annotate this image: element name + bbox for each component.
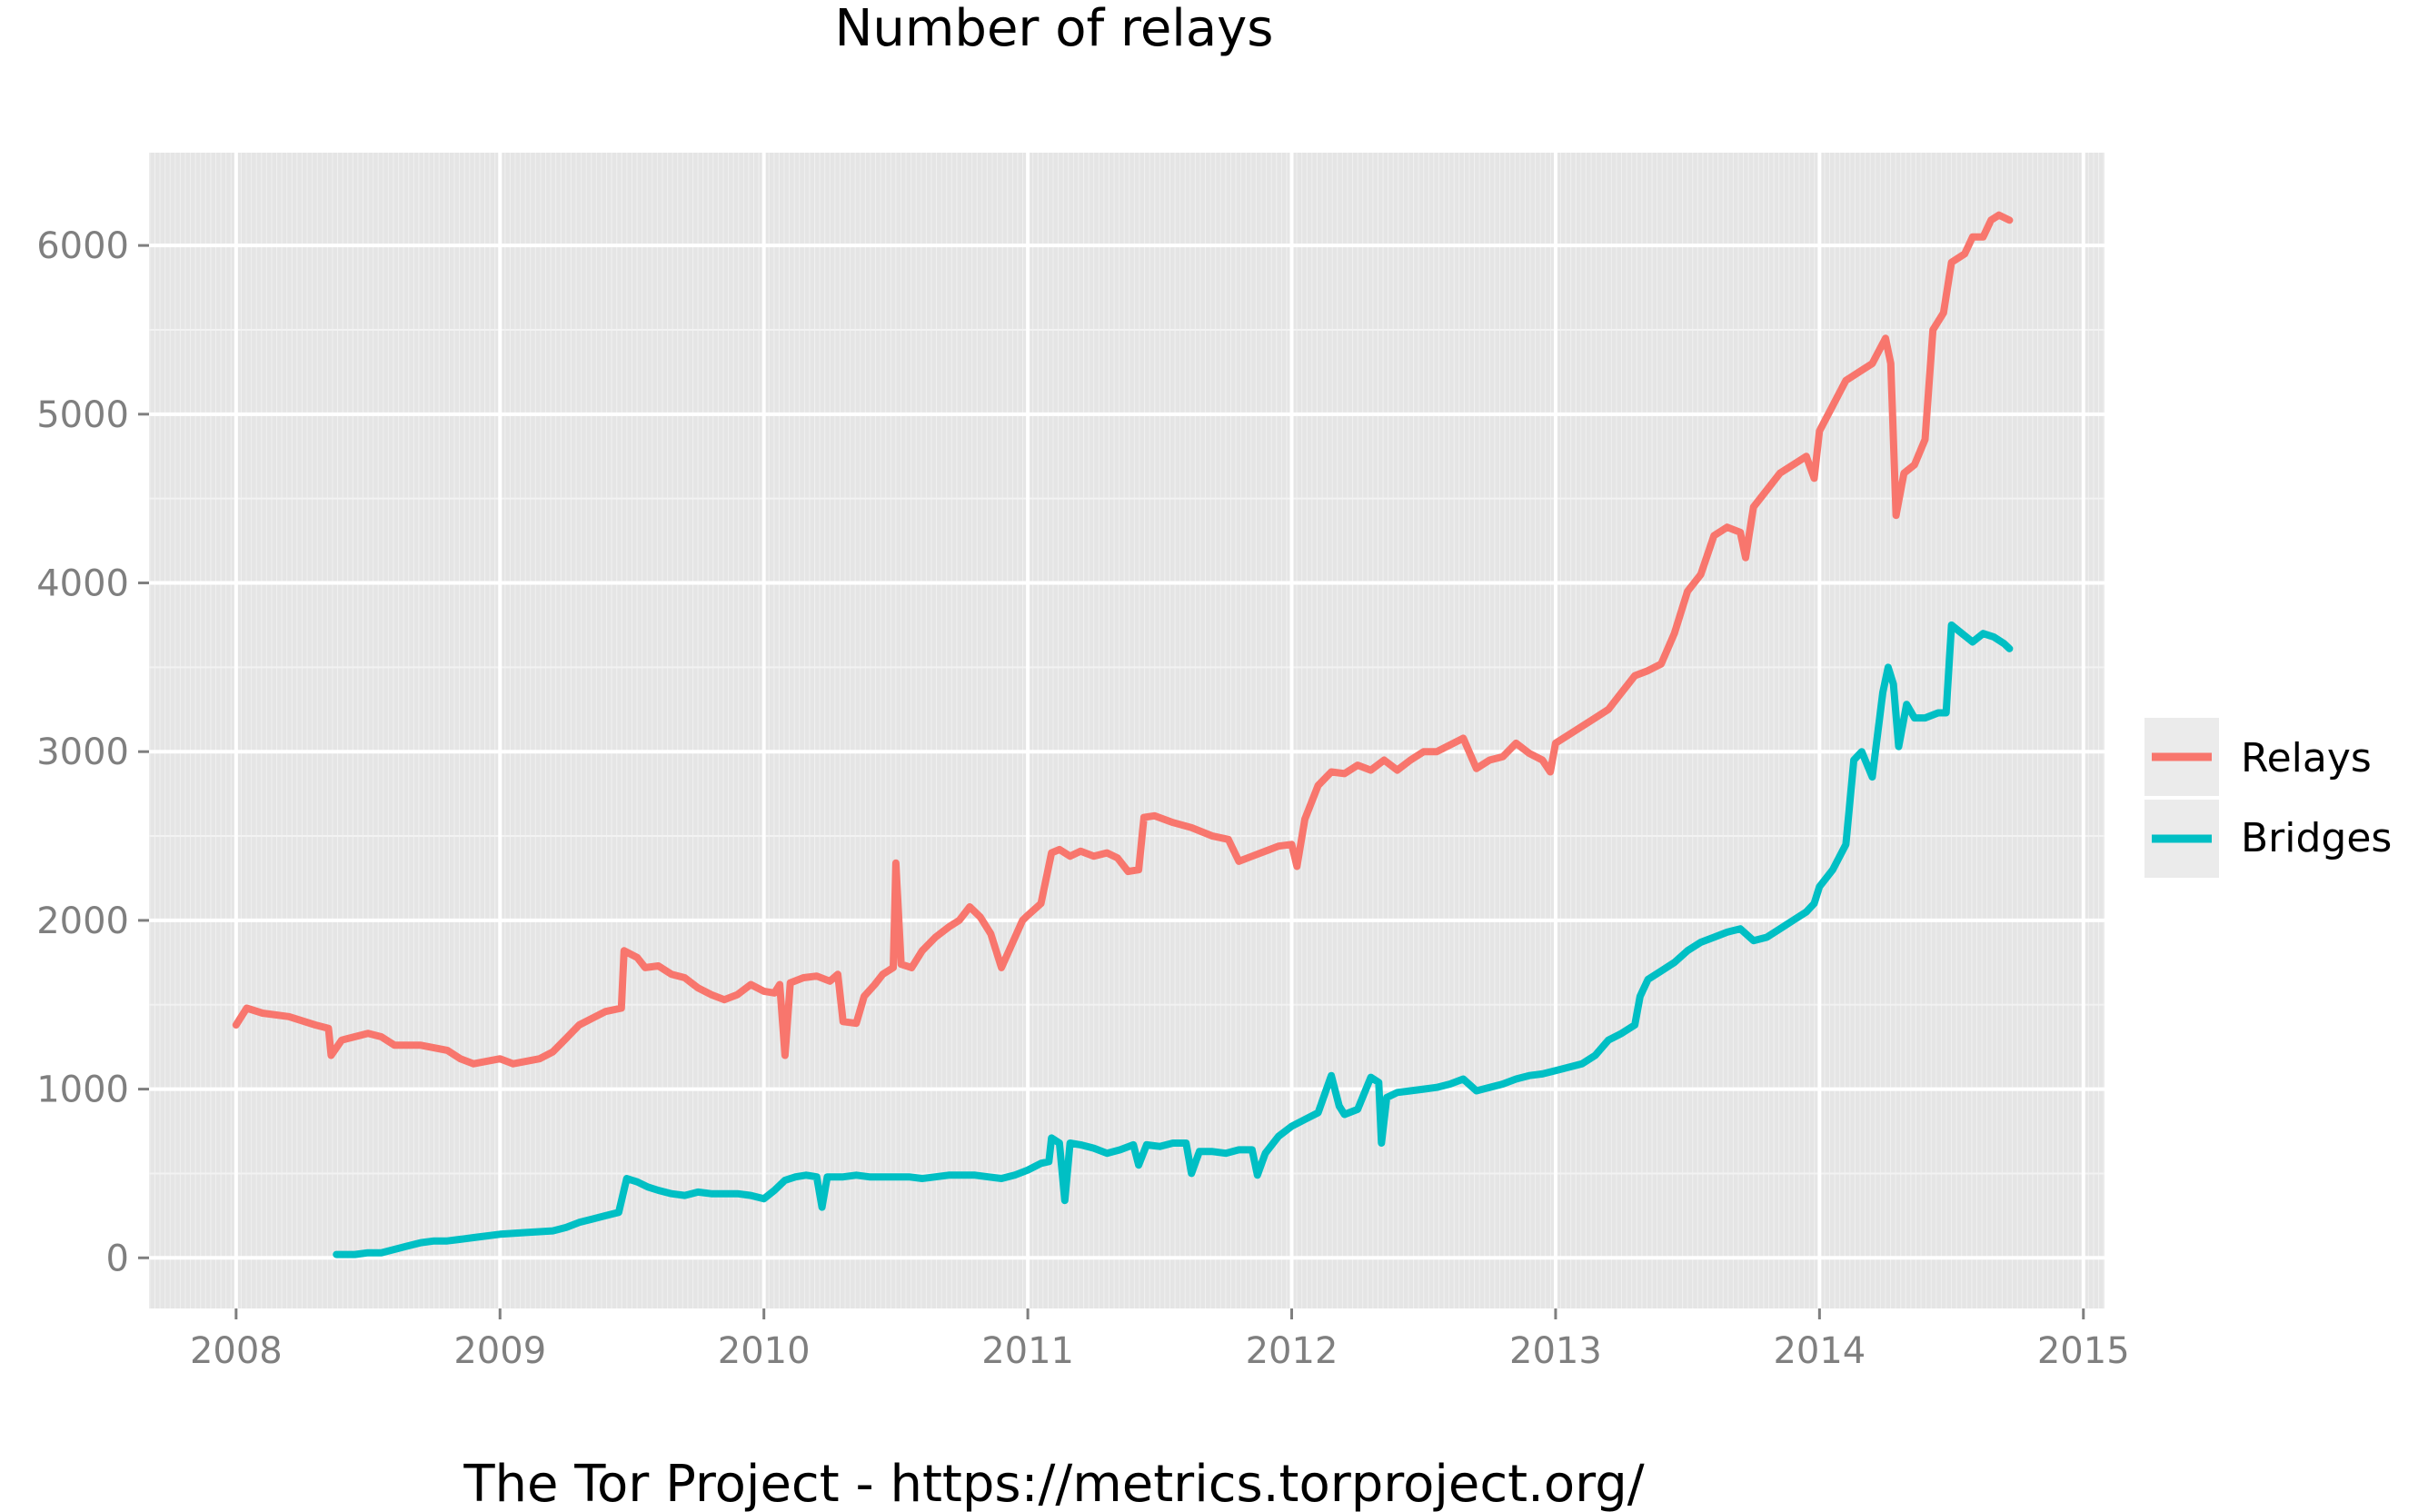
legend-label-bridges: Bridges bbox=[2241, 815, 2392, 861]
minor-grid bbox=[149, 153, 2105, 1308]
x-tick-label: 2008 bbox=[190, 1330, 283, 1372]
series-lines bbox=[232, 211, 2014, 1258]
series-line-bridges bbox=[333, 621, 2014, 1258]
x-tick-label: 2014 bbox=[1773, 1330, 1866, 1372]
y-tick-label: 3000 bbox=[36, 731, 129, 773]
x-tick-label: 2010 bbox=[718, 1330, 811, 1372]
y-tick-label: 2000 bbox=[36, 900, 129, 942]
x-tick-label: 2011 bbox=[981, 1330, 1074, 1372]
x-axis: 2008 2009 2010 2011 2012 2013 2014 2015 bbox=[190, 1308, 2130, 1372]
y-tick-label: 5000 bbox=[36, 394, 129, 436]
plot-panel bbox=[149, 153, 2105, 1308]
y-tick-label: 1000 bbox=[36, 1069, 129, 1111]
x-tick-label: 2013 bbox=[1509, 1330, 1602, 1372]
x-tick-label: 2012 bbox=[1246, 1330, 1338, 1372]
y-tick-label: 4000 bbox=[36, 563, 129, 605]
chart-caption: The Tor Project - https://metrics.torpro… bbox=[463, 1455, 1644, 1512]
chart-title: Number of relays bbox=[835, 0, 1274, 58]
legend: Relays Bridges bbox=[2144, 718, 2392, 878]
x-tick-label: 2015 bbox=[2037, 1330, 2130, 1372]
major-grid bbox=[149, 153, 2105, 1308]
y-tick-label: 6000 bbox=[36, 225, 129, 267]
x-tick-label: 2009 bbox=[453, 1330, 546, 1372]
y-axis: 0 1000 2000 3000 4000 5000 6000 bbox=[36, 225, 149, 1279]
legend-label-relays: Relays bbox=[2241, 735, 2372, 781]
series-line-relays bbox=[232, 211, 2014, 1068]
y-tick-label: 0 bbox=[106, 1238, 129, 1279]
